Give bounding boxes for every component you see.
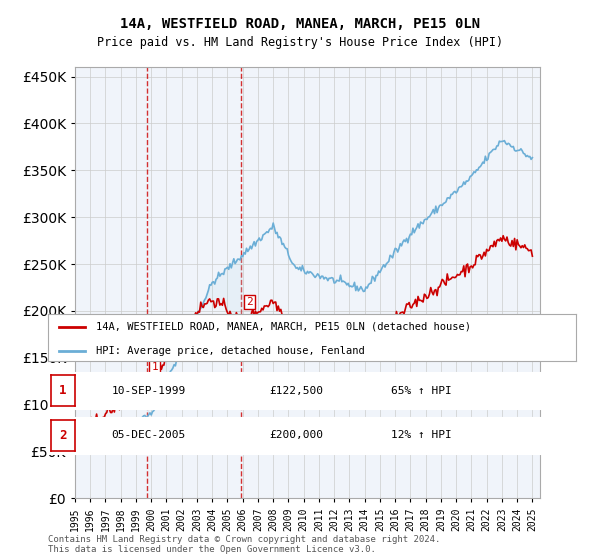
Text: 2: 2 [246, 297, 253, 307]
Text: 10-SEP-1999: 10-SEP-1999 [112, 386, 185, 395]
Text: 14A, WESTFIELD ROAD, MANEA, MARCH, PE15 0LN: 14A, WESTFIELD ROAD, MANEA, MARCH, PE15 … [120, 17, 480, 31]
Text: Contains HM Land Registry data © Crown copyright and database right 2024.
This d: Contains HM Land Registry data © Crown c… [48, 535, 440, 554]
Text: HPI: Average price, detached house, Fenland: HPI: Average price, detached house, Fenl… [95, 346, 364, 356]
Text: £200,000: £200,000 [270, 431, 324, 440]
Text: 1: 1 [59, 384, 67, 397]
Text: 65% ↑ HPI: 65% ↑ HPI [391, 386, 452, 395]
Text: 05-DEC-2005: 05-DEC-2005 [112, 431, 185, 440]
Text: 12% ↑ HPI: 12% ↑ HPI [391, 431, 452, 440]
Text: 14A, WESTFIELD ROAD, MANEA, MARCH, PE15 0LN (detached house): 14A, WESTFIELD ROAD, MANEA, MARCH, PE15 … [95, 322, 470, 332]
Text: Price paid vs. HM Land Registry's House Price Index (HPI): Price paid vs. HM Land Registry's House … [97, 36, 503, 49]
Text: £122,500: £122,500 [270, 386, 324, 395]
Text: 1: 1 [151, 362, 158, 372]
Text: 2: 2 [59, 429, 67, 442]
